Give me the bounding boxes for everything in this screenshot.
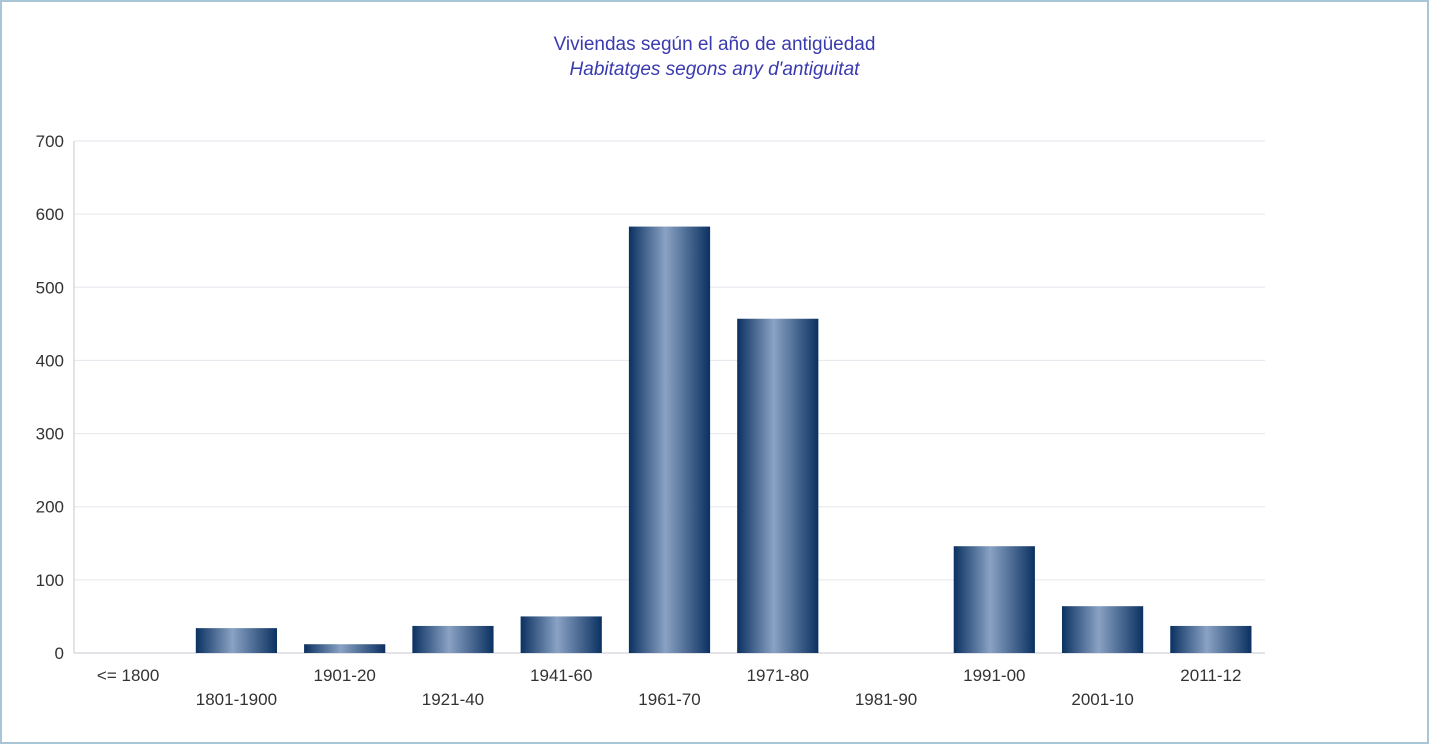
bars xyxy=(195,226,1252,653)
y-tick-labels: 0 100 200 300 400 500 600 700 xyxy=(36,132,64,663)
bar-2 xyxy=(304,644,386,653)
y-tick-label: 200 xyxy=(36,498,64,517)
x-tick-label: 1801-1900 xyxy=(196,690,277,709)
x-tick-label: 2001-10 xyxy=(1071,690,1133,709)
chart-subtitle: Habitatges segons any d'antiguitat xyxy=(569,59,860,80)
x-tick-label: <= 1800 xyxy=(97,666,159,685)
y-tick-label: 500 xyxy=(36,278,64,297)
x-tick-label: 1971-80 xyxy=(747,666,809,685)
y-tick-label: 600 xyxy=(36,205,64,224)
bar-6 xyxy=(737,318,819,653)
x-tick-label: 1941-60 xyxy=(530,666,592,685)
y-tick-label: 0 xyxy=(55,644,64,663)
chart-title: Viviendas según el año de antigüedad xyxy=(553,34,876,55)
chart-title-block: Viviendas según el año de antigüedad Hab… xyxy=(0,32,1429,82)
bar-4 xyxy=(520,616,602,653)
x-tick-label: 1981-90 xyxy=(855,690,917,709)
bar-10 xyxy=(1170,625,1252,653)
x-tick-label: 1901-20 xyxy=(313,666,375,685)
x-tick-label: 2011-12 xyxy=(1180,666,1241,685)
bar-9 xyxy=(1061,606,1144,653)
x-tick-label: 1921-40 xyxy=(422,690,484,709)
y-tick-label: 700 xyxy=(36,132,64,151)
y-tick-label: 400 xyxy=(36,351,64,370)
x-tick-labels: <= 1800 1801-1900 1901-20 1921-40 1941-60 196… xyxy=(97,666,1242,709)
bar-1 xyxy=(195,628,278,653)
bar-5 xyxy=(628,226,711,653)
y-tick-label: 300 xyxy=(36,425,64,444)
y-tick-label: 100 xyxy=(36,571,64,590)
x-tick-label: 1961-70 xyxy=(638,690,700,709)
bar-3 xyxy=(412,625,494,653)
bar-8 xyxy=(953,546,1035,653)
x-tick-label: 1991-00 xyxy=(963,666,1025,685)
